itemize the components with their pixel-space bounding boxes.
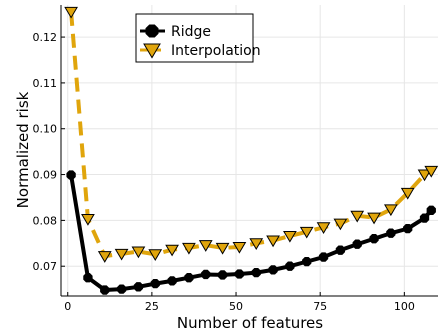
data-point bbox=[81, 214, 95, 226]
data-point bbox=[335, 245, 346, 255]
ticks: 0 25 50 75 100 0.07 0.08 0.09 0.10 0.11 0.12 bbox=[33, 31, 415, 313]
data-point bbox=[266, 235, 280, 248]
x-axis-title: Number of features bbox=[177, 314, 323, 332]
data-point bbox=[302, 256, 312, 267]
data-point bbox=[198, 240, 213, 252]
data-point bbox=[100, 285, 110, 295]
y-tick-label: 0.09 bbox=[33, 169, 58, 182]
data-point bbox=[64, 6, 78, 19]
data-point bbox=[133, 282, 144, 292]
y-tick-label: 0.07 bbox=[33, 260, 58, 273]
data-point bbox=[131, 246, 146, 259]
legend-interp-label: Interpolation bbox=[171, 43, 261, 59]
x-tick-label: 25 bbox=[145, 300, 159, 313]
data-point bbox=[333, 218, 348, 231]
data-point bbox=[403, 223, 413, 234]
data-point bbox=[116, 284, 127, 294]
y-axis-title: Normalized risk bbox=[14, 91, 32, 208]
legend: Ridge Interpolation bbox=[135, 13, 261, 63]
data-point bbox=[249, 238, 264, 250]
y-tick-label: 0.08 bbox=[33, 214, 58, 227]
series-interpolation bbox=[64, 6, 439, 263]
data-point bbox=[283, 230, 297, 243]
data-point bbox=[232, 241, 247, 254]
axes bbox=[60, 5, 438, 297]
data-point bbox=[114, 248, 129, 261]
data-point bbox=[182, 242, 196, 255]
data-point bbox=[367, 212, 381, 225]
x-tick-label: 75 bbox=[313, 300, 327, 313]
data-point bbox=[83, 273, 93, 283]
data-point bbox=[268, 265, 278, 275]
data-point bbox=[285, 261, 295, 271]
data-point bbox=[419, 213, 430, 223]
data-point bbox=[384, 204, 398, 217]
data-point bbox=[97, 251, 112, 263]
data-point bbox=[148, 249, 163, 261]
data-point bbox=[424, 165, 439, 178]
data-point bbox=[217, 270, 228, 280]
data-point bbox=[165, 244, 179, 257]
series-line bbox=[69, 174, 433, 293]
data-point bbox=[426, 205, 436, 215]
legend-ridge-label: Ridge bbox=[171, 24, 211, 40]
data-point bbox=[201, 269, 211, 280]
data-point bbox=[150, 278, 160, 289]
x-tick-label: 50 bbox=[229, 300, 243, 313]
data-point bbox=[215, 242, 230, 255]
data-point bbox=[352, 239, 362, 249]
data-point bbox=[350, 210, 365, 223]
data-point bbox=[318, 252, 329, 262]
data-point bbox=[234, 269, 245, 279]
y-tick-label: 0.11 bbox=[33, 77, 58, 90]
data-point bbox=[316, 222, 331, 234]
data-point bbox=[400, 187, 415, 200]
x-tick-label: 0 bbox=[64, 300, 71, 313]
data-point bbox=[184, 273, 194, 283]
data-point bbox=[417, 169, 432, 182]
data-point bbox=[66, 170, 76, 180]
series-ridge bbox=[66, 170, 436, 295]
data-point bbox=[386, 228, 396, 238]
legend-ridge-marker bbox=[145, 24, 159, 38]
legend-interp-marker bbox=[143, 43, 161, 59]
data-point bbox=[369, 234, 379, 244]
y-tick-label: 0.10 bbox=[33, 123, 58, 136]
x-tick-label: 100 bbox=[394, 300, 415, 313]
series-layer bbox=[64, 6, 439, 295]
data-point bbox=[167, 276, 177, 286]
data-point bbox=[299, 226, 314, 239]
y-tick-label: 0.12 bbox=[33, 31, 58, 44]
legend-box bbox=[135, 13, 254, 63]
data-point bbox=[251, 267, 261, 278]
